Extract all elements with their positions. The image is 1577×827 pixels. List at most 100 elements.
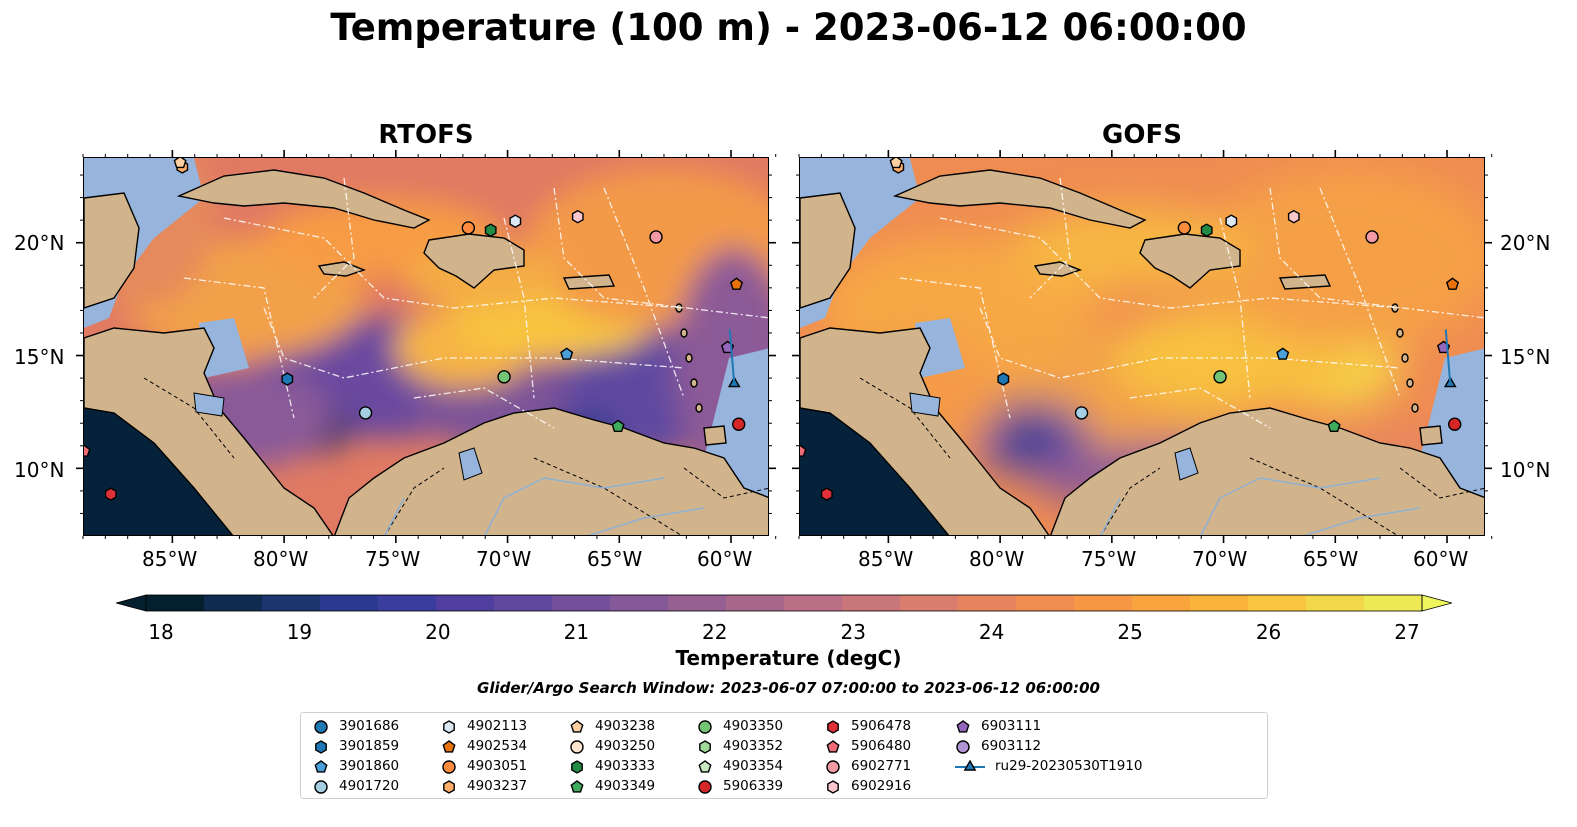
- colorbar-bin: [842, 595, 901, 611]
- legend-marker-6902916: [827, 780, 839, 794]
- legend-item-label: ru29-20230530T1910: [995, 758, 1143, 774]
- float-legend-icon: [314, 760, 328, 773]
- legend-marker-6903111: [956, 720, 970, 733]
- legend-item: 4903350: [697, 717, 783, 735]
- island: [695, 403, 703, 413]
- x-tick-label-right-70w: 70°W: [1192, 547, 1248, 571]
- float-marker-6902771: [1365, 230, 1379, 244]
- legend-item-label: 6902771: [851, 758, 912, 774]
- float-marker-4903333: [1200, 223, 1213, 238]
- colorbar-tick-label: 20: [425, 620, 451, 644]
- island: [685, 353, 693, 363]
- legend-item: 4903238: [569, 717, 655, 735]
- cuba: [176, 169, 431, 229]
- glider-track: [1444, 329, 1452, 384]
- rivers: [1100, 477, 1421, 535]
- y-tick-label-left-20n: 20°N: [14, 231, 65, 255]
- colorbar-tick-label: 21: [563, 620, 590, 644]
- y-tick-label-left-15n: 15°N: [14, 345, 65, 369]
- float-marker-4901720: [358, 406, 373, 420]
- legend-item: 3901860: [313, 757, 399, 775]
- colorbar-bin: [726, 595, 785, 611]
- colorbar-label: Temperature (degC): [675, 646, 902, 670]
- legend-item: 4903349: [569, 777, 655, 795]
- legend-marker-5906478: [827, 720, 839, 734]
- float-marker-6902771: [649, 230, 663, 244]
- legend-item: 4903354: [697, 757, 783, 775]
- legend-item-label: 4903333: [595, 758, 656, 774]
- legend-item-label: 5906339: [723, 778, 784, 794]
- legend-item-label: 4903051: [467, 758, 528, 774]
- float-marker-3901859: [997, 372, 1010, 386]
- float-marker-5906478: [104, 487, 117, 501]
- temperature-map-rtofs[interactable]: [84, 158, 769, 536]
- legend-item: 4901720: [313, 777, 399, 795]
- map-panel-rtofs[interactable]: [83, 157, 769, 536]
- legend-marker-4902534: [442, 740, 456, 753]
- x-tick-label-right-80w: 80°W: [969, 547, 1025, 571]
- float-marker-4903350: [1213, 370, 1227, 384]
- glider-track: [728, 329, 736, 384]
- legend-item-label: 6903111: [981, 718, 1042, 734]
- legend-item: 3901859: [313, 737, 399, 755]
- x-tick-label-left-80w: 80°W: [253, 547, 309, 571]
- legend-item-label: 4903350: [723, 718, 784, 734]
- island: [1411, 403, 1419, 413]
- temperature-map-gofs[interactable]: [800, 158, 1485, 536]
- float-marker-4903349: [1327, 419, 1341, 432]
- colorbar-bin: [146, 595, 205, 611]
- trinidad: [703, 425, 727, 446]
- float-legend-icon: [570, 740, 584, 754]
- legend-marker-5906480: [826, 740, 840, 753]
- y-tick-label-right-15n: 15°N: [1500, 345, 1551, 369]
- legend-item: 4903051: [441, 757, 527, 775]
- float-marker-5906339: [1448, 417, 1462, 431]
- colorbar-bin: [1016, 595, 1075, 611]
- x-tick-label-left-75w: 75°W: [365, 547, 421, 571]
- colorbar-tick-label: 19: [286, 620, 313, 644]
- island: [1406, 378, 1414, 388]
- island: [1401, 353, 1409, 363]
- colorbar-tick-label: 27: [1394, 620, 1420, 644]
- legend-item: 6902916: [825, 777, 911, 795]
- legend-marker-6903112: [956, 740, 970, 754]
- legend-item-label: 4903349: [595, 778, 656, 794]
- legend-item: 6903112: [955, 737, 1041, 755]
- legend-item: 4903333: [569, 757, 655, 775]
- country-borders: [143, 377, 768, 535]
- float-legend-icon: [315, 740, 327, 754]
- legend-marker-4903237: [443, 780, 455, 794]
- legend-marker-4903238: [570, 720, 584, 733]
- island: [1396, 328, 1404, 338]
- jamaica: [317, 261, 367, 277]
- x-tick-label-left-65w: 65°W: [587, 547, 643, 571]
- legend-marker-6902771: [826, 760, 840, 774]
- x-tick-label-left-60w: 60°W: [697, 547, 753, 571]
- colorbar-bin: [1190, 595, 1249, 611]
- legend-marker-4903051: [442, 760, 456, 774]
- lake-maracaibo: [458, 447, 483, 481]
- mexico-yucatan: [800, 192, 856, 309]
- float-marker-4903349: [611, 419, 625, 432]
- float-legend-icon: [442, 740, 456, 753]
- colorbar-tick-label: 23: [840, 620, 866, 644]
- legend-marker-4903350: [698, 720, 712, 734]
- legend-box: 3901686 3901859 3901860 4901720 4902113 49025…: [300, 712, 1268, 799]
- float-marker-4903238: [889, 158, 903, 169]
- float-legend-icon: [443, 720, 455, 734]
- colorbar-bin: [552, 595, 611, 611]
- lake-maracaibo: [1174, 447, 1199, 481]
- float-marker-4902113: [509, 214, 522, 229]
- panel-title-gofs: GOFS: [1102, 120, 1182, 150]
- legend-item-label: 4903352: [723, 738, 784, 754]
- map-panel-gofs[interactable]: [799, 157, 1485, 536]
- hispaniola: [1139, 233, 1241, 289]
- legend-item: 4903352: [697, 737, 783, 755]
- colorbar-tick-label: 26: [1255, 620, 1282, 644]
- legend-item-label: 4902534: [467, 738, 528, 754]
- float-marker-3901860: [1276, 347, 1290, 360]
- colorbar-outline: [145, 594, 1423, 612]
- colorbar-tick-label: 25: [1117, 620, 1143, 644]
- float-marker-3901860: [560, 347, 574, 360]
- float-legend-icon: [698, 720, 712, 734]
